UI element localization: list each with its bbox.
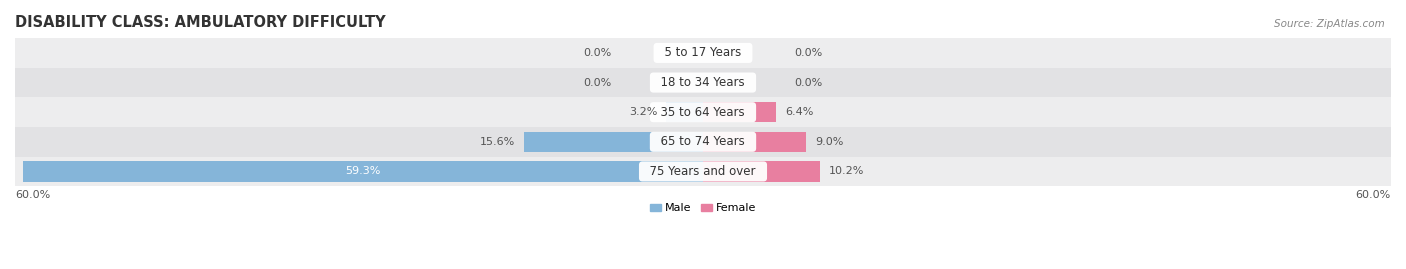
Bar [15, 68, 1391, 97]
Text: Source: ZipAtlas.com: Source: ZipAtlas.com [1274, 19, 1385, 29]
Bar [15, 157, 1391, 186]
Bar [22, 161, 703, 182]
Text: 6.4%: 6.4% [786, 107, 814, 117]
Bar [666, 102, 703, 122]
Text: 0.0%: 0.0% [583, 77, 612, 87]
Text: 0.0%: 0.0% [794, 77, 823, 87]
Bar [15, 127, 1391, 157]
Text: 9.0%: 9.0% [815, 137, 844, 147]
Text: 10.2%: 10.2% [830, 167, 865, 176]
Text: 5 to 17 Years: 5 to 17 Years [657, 47, 749, 59]
Bar [703, 161, 820, 182]
Text: 15.6%: 15.6% [479, 137, 515, 147]
Bar [703, 132, 806, 152]
Bar [15, 38, 1391, 68]
Text: 60.0%: 60.0% [15, 190, 51, 200]
Text: 59.3%: 59.3% [346, 167, 381, 176]
Text: 35 to 64 Years: 35 to 64 Years [654, 106, 752, 119]
Text: 18 to 34 Years: 18 to 34 Years [654, 76, 752, 89]
Text: 0.0%: 0.0% [583, 48, 612, 58]
Text: 3.2%: 3.2% [628, 107, 657, 117]
Text: 75 Years and over: 75 Years and over [643, 165, 763, 178]
Text: 60.0%: 60.0% [1355, 190, 1391, 200]
Text: DISABILITY CLASS: AMBULATORY DIFFICULTY: DISABILITY CLASS: AMBULATORY DIFFICULTY [15, 15, 385, 30]
Bar [524, 132, 703, 152]
Text: 65 to 74 Years: 65 to 74 Years [654, 135, 752, 148]
Bar [703, 102, 776, 122]
Legend: Male, Female: Male, Female [645, 199, 761, 218]
Text: 0.0%: 0.0% [794, 48, 823, 58]
Bar [15, 97, 1391, 127]
